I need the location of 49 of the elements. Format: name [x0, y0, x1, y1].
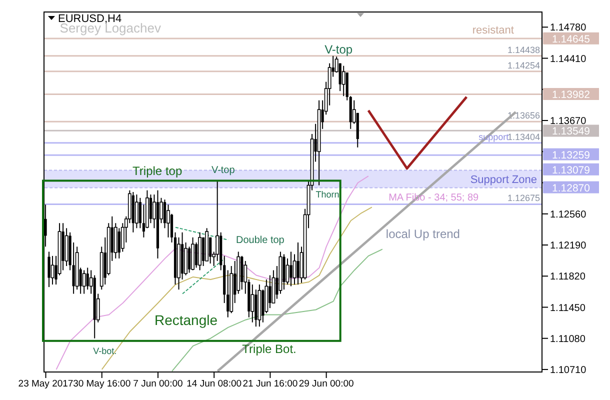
annotation: Double top: [236, 234, 285, 246]
candlestick: [290, 251, 292, 287]
text: 1.13079: [552, 164, 590, 176]
x-tick-label: 29 Jun 00:00: [298, 378, 354, 390]
y-tick-label: 1.11080: [550, 334, 586, 345]
y-tick-label: 1.14410: [550, 54, 587, 65]
candlestick: [268, 274, 272, 309]
annotation: Thorn: [316, 190, 340, 200]
text: 1.13549: [552, 126, 590, 138]
y-tick-label: 1.10710: [550, 365, 587, 376]
annotation: Triple Bot.: [242, 342, 296, 356]
band-label: Support Zone: [470, 174, 537, 186]
annotation: resistant: [472, 24, 514, 37]
candlestick: [342, 65, 346, 97]
line-series: [56, 176, 369, 370]
y-tick-label: 1.11820: [550, 272, 586, 283]
ref-line-label: 1.12675: [507, 193, 540, 204]
annotation: V-bot.: [93, 346, 117, 356]
annotation: local Up trend: [386, 227, 460, 242]
candlestick: [48, 251, 50, 288]
y-tick-label: 1.14780: [550, 22, 587, 34]
text: 1.13982: [552, 88, 590, 101]
candlestick: [338, 62, 342, 92]
y-tick-label: 1.12190: [550, 240, 587, 252]
candlestick: [82, 270, 86, 294]
text: 1.13259: [552, 149, 590, 162]
y-tick-label: 1.13670: [550, 116, 587, 128]
y-tick-label: 1.11450: [550, 302, 586, 314]
ref-line-label: 1.13404: [507, 132, 540, 142]
ref-line-label: 1.14438: [507, 44, 540, 55]
annotation: Rectangle: [154, 312, 218, 328]
ref-line-label: 1.14254: [507, 60, 540, 70]
text: 1.14645: [552, 33, 590, 46]
y-tick-label: 1.12560: [550, 209, 587, 220]
x-tick-label: 21 Jun 16:00: [242, 378, 298, 390]
x-tick-label: 30 May 16:00: [73, 378, 131, 390]
candlestick: [296, 242, 300, 286]
text: 1.12870: [552, 182, 590, 194]
candlestick: [134, 194, 138, 229]
candlestick: [149, 194, 152, 224]
annotation: V-top: [211, 165, 236, 176]
annotation: Triple top: [132, 164, 182, 178]
annotation: V-top: [324, 42, 353, 56]
x-tick-label: 23 May 2017: [18, 378, 74, 390]
chart-title: EURUSD,H4: [58, 13, 122, 25]
x-tick-label: 7 Jun 00:00: [133, 378, 183, 390]
x-tick-label: 14 Jun 08:00: [186, 378, 242, 390]
candlestick: [188, 246, 191, 274]
candlestick: [86, 267, 89, 290]
